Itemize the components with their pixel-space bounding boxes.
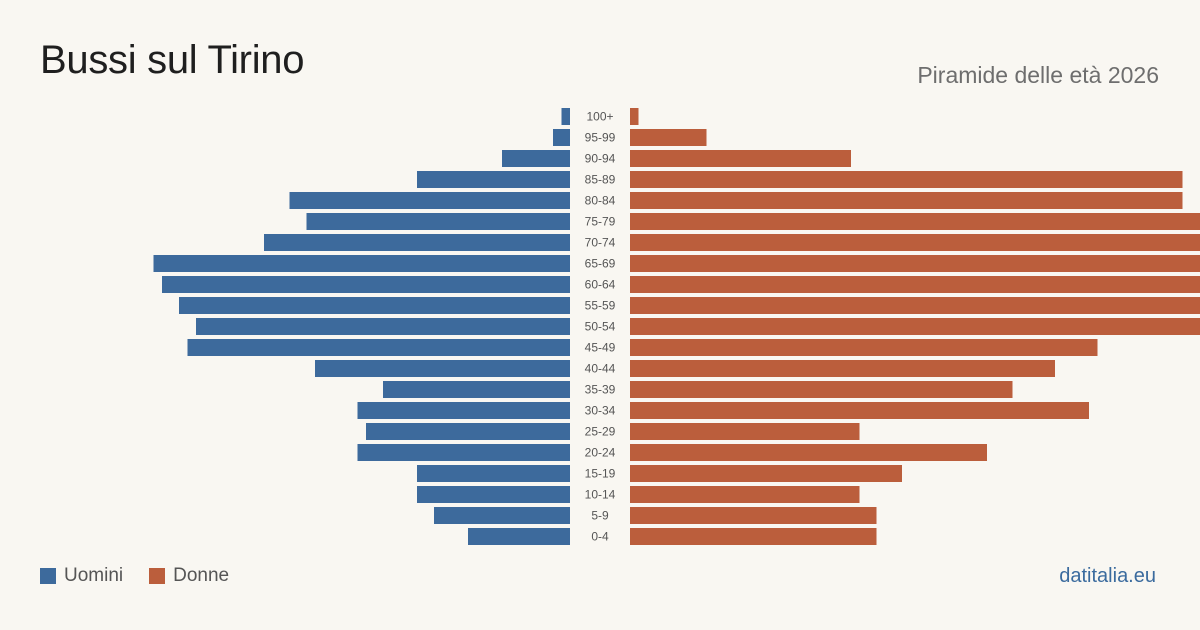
bar-women-65-69 [630,255,1200,272]
age-label-10-14: 10-14 [585,488,616,502]
age-label-35-39: 35-39 [585,383,616,397]
bar-men-5-9 [434,507,570,524]
bar-men-10-14 [417,486,570,503]
bar-men-45-49 [187,339,570,356]
chart-title: Bussi sul Tirino [40,38,305,82]
bar-men-30-34 [357,402,570,419]
bar-men-65-69 [153,255,570,272]
bar-women-85-89 [630,171,1183,188]
bar-women-55-59 [630,297,1200,314]
bar-men-25-29 [366,423,570,440]
age-label-75-79: 75-79 [585,215,616,229]
age-label-95-99: 95-99 [585,131,616,145]
bar-men-0-4 [468,528,570,545]
legend-item-men: Uomini [40,565,123,587]
bar-women-90-94 [630,150,851,167]
bar-women-40-44 [630,360,1055,377]
bar-men-100+ [561,108,570,125]
bar-women-35-39 [630,381,1013,398]
age-label-45-49: 45-49 [585,341,616,355]
brand-link[interactable]: datitalia.eu [1059,565,1156,587]
bar-men-20-24 [357,444,570,461]
legend-item-women: Donne [149,565,229,587]
age-label-15-19: 15-19 [585,467,616,481]
bar-women-10-14 [630,486,860,503]
bar-men-95-99 [553,129,570,146]
bar-women-25-29 [630,423,860,440]
women-bars-group [630,108,1200,545]
bar-women-20-24 [630,444,987,461]
bar-women-80-84 [630,192,1183,209]
age-label-55-59: 55-59 [585,299,616,313]
bar-men-80-84 [289,192,570,209]
age-label-25-29: 25-29 [585,425,616,439]
legend-label-women: Donne [173,565,230,586]
bar-women-60-64 [630,276,1200,293]
bar-men-75-79 [306,213,570,230]
bar-women-5-9 [630,507,877,524]
age-label-80-84: 80-84 [585,194,616,208]
men-bars-group [153,108,570,545]
age-label-85-89: 85-89 [585,173,616,187]
age-label-60-64: 60-64 [585,278,616,292]
age-labels-group: 100+ 95-99 90-94 85-89 80-84 75-79 70-74 65-69 6… [585,110,616,544]
bar-men-55-59 [179,297,570,314]
population-pyramid-chart: 100+ 95-99 90-94 85-89 80-84 75-79 70-74 65-69 6… [153,108,1200,545]
bar-men-70-74 [264,234,570,251]
bar-women-95-99 [630,129,707,146]
bar-women-0-4 [630,528,877,545]
bar-men-60-64 [162,276,570,293]
bar-women-15-19 [630,465,902,482]
legend: Uomini Donne [40,565,255,587]
bar-women-75-79 [630,213,1200,230]
age-label-30-34: 30-34 [585,404,616,418]
bar-men-15-19 [417,465,570,482]
bar-men-50-54 [196,318,570,335]
legend-label-men: Uomini [64,565,124,586]
age-label-40-44: 40-44 [585,362,616,376]
legend-swatch-women [149,568,166,584]
age-label-20-24: 20-24 [585,446,616,460]
age-label-90-94: 90-94 [585,152,616,166]
bar-women-70-74 [630,234,1200,251]
age-label-0-4: 0-4 [591,530,609,544]
bar-women-100+ [630,108,639,125]
chart-subtitle: Piramide delle età 2026 [917,62,1159,88]
legend-swatch-men [40,568,56,584]
bar-men-40-44 [315,360,570,377]
age-label-5-9: 5-9 [591,509,609,523]
age-label-70-74: 70-74 [585,236,616,250]
bar-men-35-39 [383,381,570,398]
bar-women-30-34 [630,402,1089,419]
bar-women-45-49 [630,339,1098,356]
age-label-100+: 100+ [586,110,613,124]
bar-men-90-94 [502,150,570,167]
bar-men-85-89 [417,171,570,188]
age-label-65-69: 65-69 [585,257,616,271]
bar-women-50-54 [630,318,1200,335]
age-label-50-54: 50-54 [585,320,616,334]
